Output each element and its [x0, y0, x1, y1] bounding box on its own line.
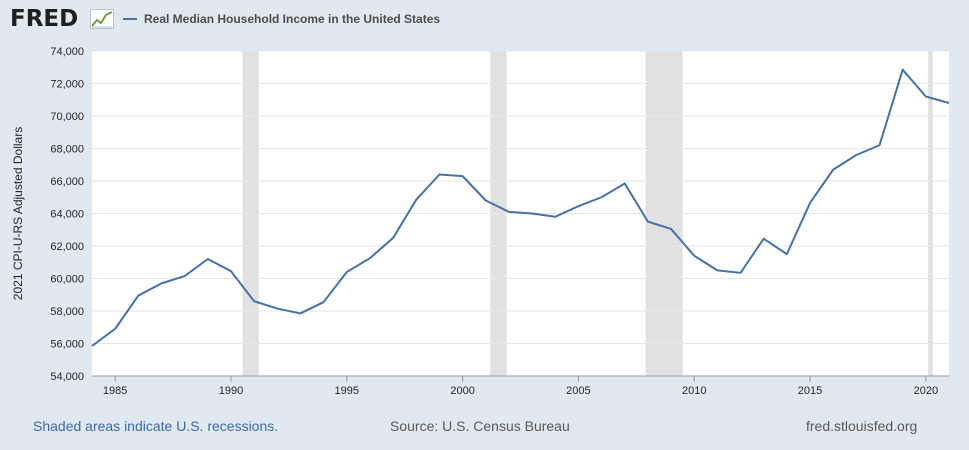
- y-tick-62000: 62,000: [50, 241, 84, 253]
- y-tick-54000: 54,000: [50, 371, 84, 383]
- site-link[interactable]: fred.stlouisfed.org: [806, 418, 918, 434]
- data-point-1988[interactable]: [182, 273, 188, 279]
- data-point-1986[interactable]: [135, 293, 141, 299]
- data-point-2011[interactable]: [714, 267, 720, 273]
- x-tick-2010: 2010: [682, 385, 706, 397]
- y-tick-74000: 74,000: [50, 46, 84, 58]
- x-axis-ticks: 1985 1990 1995 2000 2005 2010 2015 2020: [92, 375, 949, 397]
- data-point-2020[interactable]: [923, 94, 929, 100]
- data-point-2019[interactable]: [900, 67, 906, 73]
- data-point-2009[interactable]: [668, 226, 674, 232]
- data-point-1990[interactable]: [228, 268, 234, 274]
- x-tick-2015: 2015: [798, 385, 822, 397]
- data-point-1987[interactable]: [158, 280, 164, 286]
- y-tick-66000: 66,000: [50, 176, 84, 188]
- x-tick-1995: 1995: [335, 385, 359, 397]
- data-point-2008[interactable]: [645, 219, 651, 225]
- data-point-1999[interactable]: [436, 172, 442, 178]
- y-tick-68000: 68,000: [50, 144, 84, 156]
- x-tick-2020: 2020: [914, 385, 938, 397]
- y-tick-70000: 70,000: [50, 111, 84, 123]
- legend-swatch: [123, 18, 137, 20]
- x-tick-1985: 1985: [103, 385, 127, 397]
- data-point-2014[interactable]: [784, 251, 790, 257]
- source-note: Source: U.S. Census Bureau: [390, 418, 570, 434]
- data-point-1997[interactable]: [390, 235, 396, 241]
- data-point-1991[interactable]: [251, 298, 257, 304]
- data-point-2005[interactable]: [575, 203, 581, 209]
- data-point-2007[interactable]: [622, 180, 628, 186]
- chart-header: FRED Real Median Household Income in the…: [0, 0, 969, 40]
- data-point-2016[interactable]: [830, 167, 836, 173]
- data-point-1995[interactable]: [344, 269, 350, 275]
- chart-line-icon: [90, 9, 114, 29]
- line-chart: 54,000 56,000 58,000 60,000 62,000 64,000 66,0…: [11, 46, 952, 397]
- data-point-1998[interactable]: [413, 197, 419, 203]
- y-axis-ticks: 54,000 56,000 58,000 60,000 62,000 64,000 66,0…: [50, 46, 84, 383]
- data-point-2013[interactable]: [761, 236, 767, 242]
- data-point-1992[interactable]: [274, 306, 280, 312]
- data-point-1996[interactable]: [367, 255, 373, 261]
- data-point-2003[interactable]: [529, 211, 535, 217]
- y-tick-60000: 60,000: [50, 274, 84, 286]
- data-point-1994[interactable]: [321, 299, 327, 305]
- data-point-1993[interactable]: [297, 310, 303, 316]
- chart-legend: Real Median Household Income in the Unit…: [123, 12, 440, 26]
- data-point-2000[interactable]: [460, 173, 466, 179]
- legend-label: Real Median Household Income in the Unit…: [144, 12, 441, 26]
- data-point-2004[interactable]: [552, 214, 558, 220]
- fred-logo[interactable]: FRED: [10, 6, 79, 32]
- data-point-2017[interactable]: [853, 152, 859, 158]
- data-point-2015[interactable]: [807, 200, 813, 206]
- y-axis-label: 2021 CPI-U-RS Adjusted Dollars: [11, 127, 25, 300]
- x-tick-2005: 2005: [566, 385, 590, 397]
- data-point-1989[interactable]: [205, 256, 211, 262]
- data-point-2006[interactable]: [599, 194, 605, 200]
- data-point-2010[interactable]: [691, 253, 697, 259]
- data-point-2002[interactable]: [506, 209, 512, 215]
- data-point-2021[interactable]: [946, 100, 952, 106]
- data-point-2001[interactable]: [483, 198, 489, 204]
- data-point-2018[interactable]: [877, 142, 883, 148]
- income-series-line: [91, 68, 950, 347]
- x-tick-2000: 2000: [450, 385, 474, 397]
- data-point-1984[interactable]: [89, 343, 95, 349]
- data-point-2012[interactable]: [738, 270, 744, 276]
- y-tick-58000: 58,000: [50, 306, 84, 318]
- x-tick-1990: 1990: [219, 385, 243, 397]
- data-point-1985[interactable]: [112, 326, 118, 332]
- y-tick-56000: 56,000: [50, 339, 84, 351]
- recession-note: Shaded areas indicate U.S. recessions.: [33, 418, 279, 434]
- y-tick-64000: 64,000: [50, 209, 84, 221]
- y-tick-72000: 72,000: [50, 79, 84, 91]
